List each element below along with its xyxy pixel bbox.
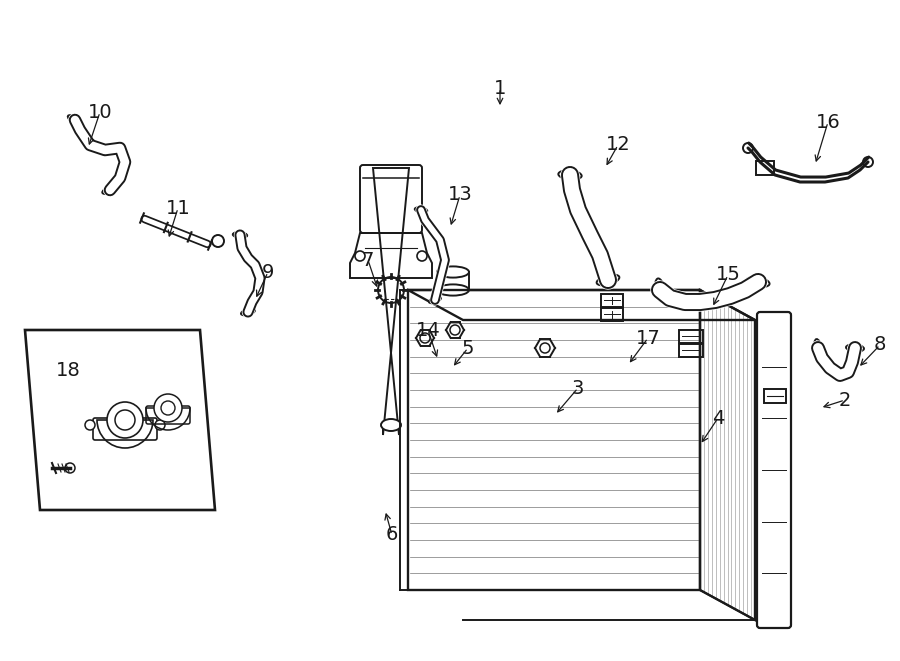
Circle shape	[863, 157, 873, 167]
Text: 11: 11	[166, 198, 191, 217]
Ellipse shape	[68, 115, 82, 125]
Text: 7: 7	[362, 251, 374, 270]
Text: 2: 2	[839, 391, 851, 410]
Ellipse shape	[381, 419, 401, 431]
Ellipse shape	[558, 171, 581, 180]
Ellipse shape	[437, 266, 469, 278]
Circle shape	[65, 463, 75, 473]
Circle shape	[107, 402, 143, 438]
Text: 5: 5	[462, 338, 474, 358]
Text: 12: 12	[606, 136, 630, 155]
FancyArrowPatch shape	[145, 219, 207, 244]
Ellipse shape	[597, 275, 619, 286]
Text: 3: 3	[572, 379, 584, 397]
Ellipse shape	[746, 277, 769, 287]
Text: 10: 10	[87, 102, 112, 122]
Ellipse shape	[846, 344, 864, 352]
Text: 15: 15	[716, 266, 741, 284]
FancyArrowPatch shape	[145, 219, 207, 244]
Ellipse shape	[655, 278, 665, 301]
Circle shape	[743, 143, 753, 153]
Circle shape	[85, 420, 95, 430]
Text: 18: 18	[56, 360, 80, 379]
Circle shape	[154, 394, 182, 422]
Text: 9: 9	[262, 262, 274, 282]
Ellipse shape	[415, 208, 428, 213]
Ellipse shape	[814, 339, 822, 357]
Text: 16: 16	[815, 112, 841, 132]
Ellipse shape	[429, 297, 441, 303]
Ellipse shape	[437, 284, 469, 295]
Ellipse shape	[241, 309, 255, 315]
Ellipse shape	[103, 186, 118, 194]
Text: 4: 4	[712, 408, 724, 428]
Text: 14: 14	[416, 321, 440, 340]
Text: 6: 6	[386, 525, 398, 545]
Text: 1: 1	[494, 79, 506, 98]
Text: 8: 8	[874, 336, 886, 354]
Circle shape	[212, 235, 224, 247]
Text: 17: 17	[635, 329, 661, 348]
Text: 13: 13	[447, 186, 473, 204]
Circle shape	[155, 420, 165, 430]
Ellipse shape	[233, 232, 248, 238]
